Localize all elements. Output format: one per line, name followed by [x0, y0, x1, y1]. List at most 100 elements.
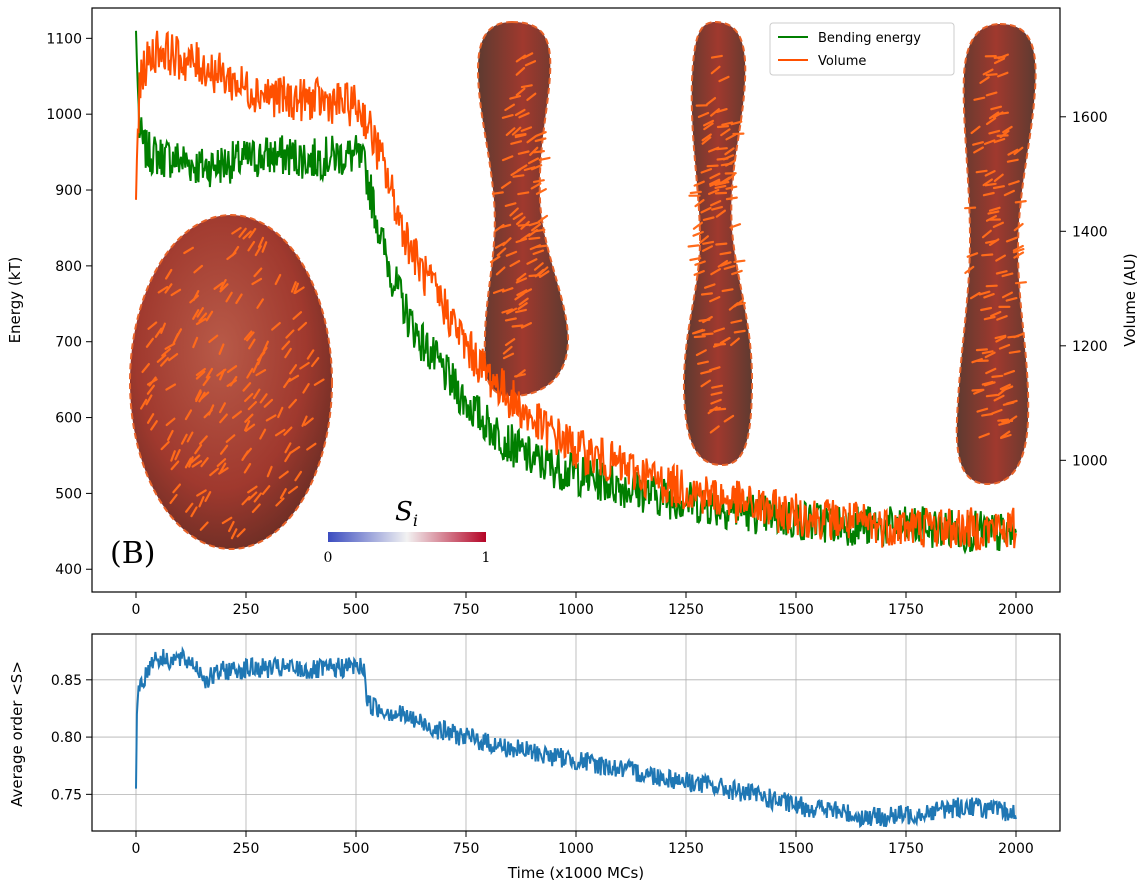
director-dash	[256, 351, 266, 362]
director-dash	[981, 253, 994, 257]
director-dash	[983, 315, 996, 321]
director-dash	[1014, 200, 1027, 204]
energy-tick-label: 700	[55, 335, 82, 351]
director-dash	[504, 338, 516, 347]
director-dash	[168, 353, 179, 362]
director-dash	[231, 226, 242, 235]
director-dash	[302, 383, 310, 394]
director-dash	[973, 146, 985, 154]
director-dash	[294, 286, 305, 294]
director-dash	[709, 406, 722, 412]
director-dash	[995, 335, 1007, 343]
director-dash	[517, 150, 530, 155]
director-dash	[284, 347, 292, 359]
director-dash	[715, 209, 727, 218]
director-dash	[515, 277, 528, 284]
order-tick-label: 0.85	[51, 673, 82, 689]
director-dash	[169, 493, 178, 504]
director-dash	[145, 337, 154, 348]
director-dash	[515, 66, 526, 76]
director-dash	[985, 215, 998, 222]
director-dash	[719, 251, 732, 256]
director-dash	[251, 277, 263, 286]
director-dash	[157, 285, 169, 294]
director-dash	[504, 202, 517, 207]
director-dash	[253, 492, 262, 503]
director-dash	[985, 117, 997, 126]
director-dash	[242, 382, 252, 392]
energy-tick-label: 600	[55, 411, 82, 427]
director-dash	[160, 440, 170, 451]
director-dash	[981, 350, 994, 355]
volume-tick-label: 1400	[1072, 224, 1108, 240]
director-dash	[517, 191, 530, 196]
director-dash	[538, 156, 551, 161]
director-dash	[504, 103, 516, 112]
director-dash	[226, 365, 238, 374]
director-dash	[500, 181, 512, 189]
tubular-vesicle-shape-2	[682, 20, 754, 467]
director-dash	[505, 250, 518, 257]
director-dash	[244, 392, 254, 403]
director-dash	[701, 245, 714, 252]
director-dash	[698, 318, 711, 322]
director-dash	[172, 483, 181, 494]
director-dash	[200, 457, 209, 468]
director-dash	[981, 229, 992, 239]
director-dash	[997, 418, 1010, 422]
director-dash	[259, 428, 267, 440]
director-dash	[236, 528, 246, 538]
colorbar-max-label: 1	[482, 550, 491, 566]
director-dash	[289, 446, 301, 454]
legend-box	[769, 22, 955, 76]
director-dash	[996, 71, 1009, 78]
director-dash	[196, 307, 204, 318]
director-dash	[1008, 350, 1021, 354]
director-dash	[694, 260, 706, 266]
director-dash	[700, 379, 712, 388]
director-dash	[290, 281, 297, 293]
director-dash	[257, 236, 265, 249]
volume-tick-label: 1000	[1072, 453, 1108, 469]
director-dash	[512, 174, 525, 178]
bottom-x-tick-label: 1500	[778, 841, 814, 857]
director-dash	[708, 296, 721, 303]
director-dash	[530, 223, 542, 232]
director-dash	[261, 485, 271, 495]
director-dash	[221, 516, 233, 525]
director-dash	[715, 242, 728, 246]
director-dash	[700, 292, 714, 296]
director-dash	[170, 450, 176, 462]
director-dash	[703, 122, 714, 131]
director-dash	[509, 207, 519, 217]
director-dash	[288, 374, 300, 382]
director-dash	[700, 369, 713, 375]
legend-label-bending-energy: Bending energy	[818, 31, 921, 46]
director-dash	[710, 65, 721, 75]
energy-tick-label: 1000	[46, 107, 82, 123]
director-dash	[993, 137, 1006, 144]
director-dash	[520, 84, 533, 89]
energy-tick-label: 1100	[46, 31, 82, 47]
director-dash	[261, 241, 268, 253]
time-axis-label: Time (x1000 MCs)	[507, 864, 644, 882]
director-dash	[998, 421, 1011, 426]
director-dash	[284, 442, 292, 454]
director-dash	[505, 127, 516, 136]
director-dash	[190, 454, 201, 464]
director-dash	[246, 367, 254, 379]
director-dash	[495, 266, 506, 276]
colorbar-min-label: 0	[324, 550, 333, 566]
director-dash	[277, 406, 284, 419]
top-x-tick-label: 750	[453, 602, 480, 618]
director-dash	[988, 129, 1001, 135]
director-dash	[496, 247, 507, 257]
director-dash	[175, 328, 183, 340]
director-dash	[518, 297, 529, 306]
director-dash	[238, 227, 247, 238]
director-dash	[252, 361, 259, 373]
director-dash	[982, 178, 994, 187]
director-dash	[283, 426, 293, 436]
director-dash	[713, 327, 726, 333]
director-dash	[535, 131, 547, 137]
